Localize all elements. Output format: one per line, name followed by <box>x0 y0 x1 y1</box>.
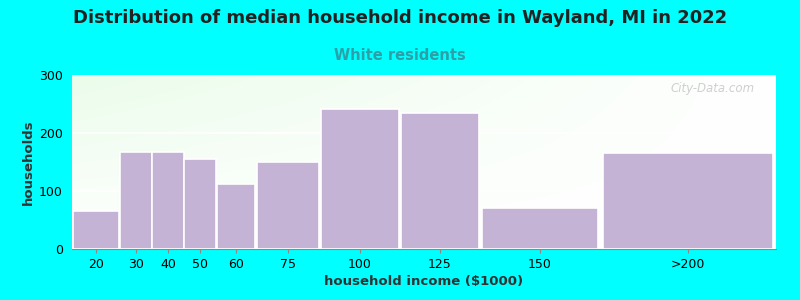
Bar <box>602 153 774 249</box>
Y-axis label: households: households <box>22 119 35 205</box>
Text: Distribution of median household income in Wayland, MI in 2022: Distribution of median household income … <box>73 9 727 27</box>
Bar <box>73 211 119 249</box>
Bar <box>257 162 319 249</box>
Bar <box>121 152 151 249</box>
Bar <box>185 159 215 249</box>
Text: City-Data.com: City-Data.com <box>670 82 755 95</box>
Bar <box>401 113 478 249</box>
Bar <box>321 109 398 249</box>
X-axis label: household income ($1000): household income ($1000) <box>325 275 523 288</box>
Bar <box>482 208 598 249</box>
Bar <box>217 184 255 249</box>
Bar <box>153 152 183 249</box>
Text: White residents: White residents <box>334 48 466 63</box>
